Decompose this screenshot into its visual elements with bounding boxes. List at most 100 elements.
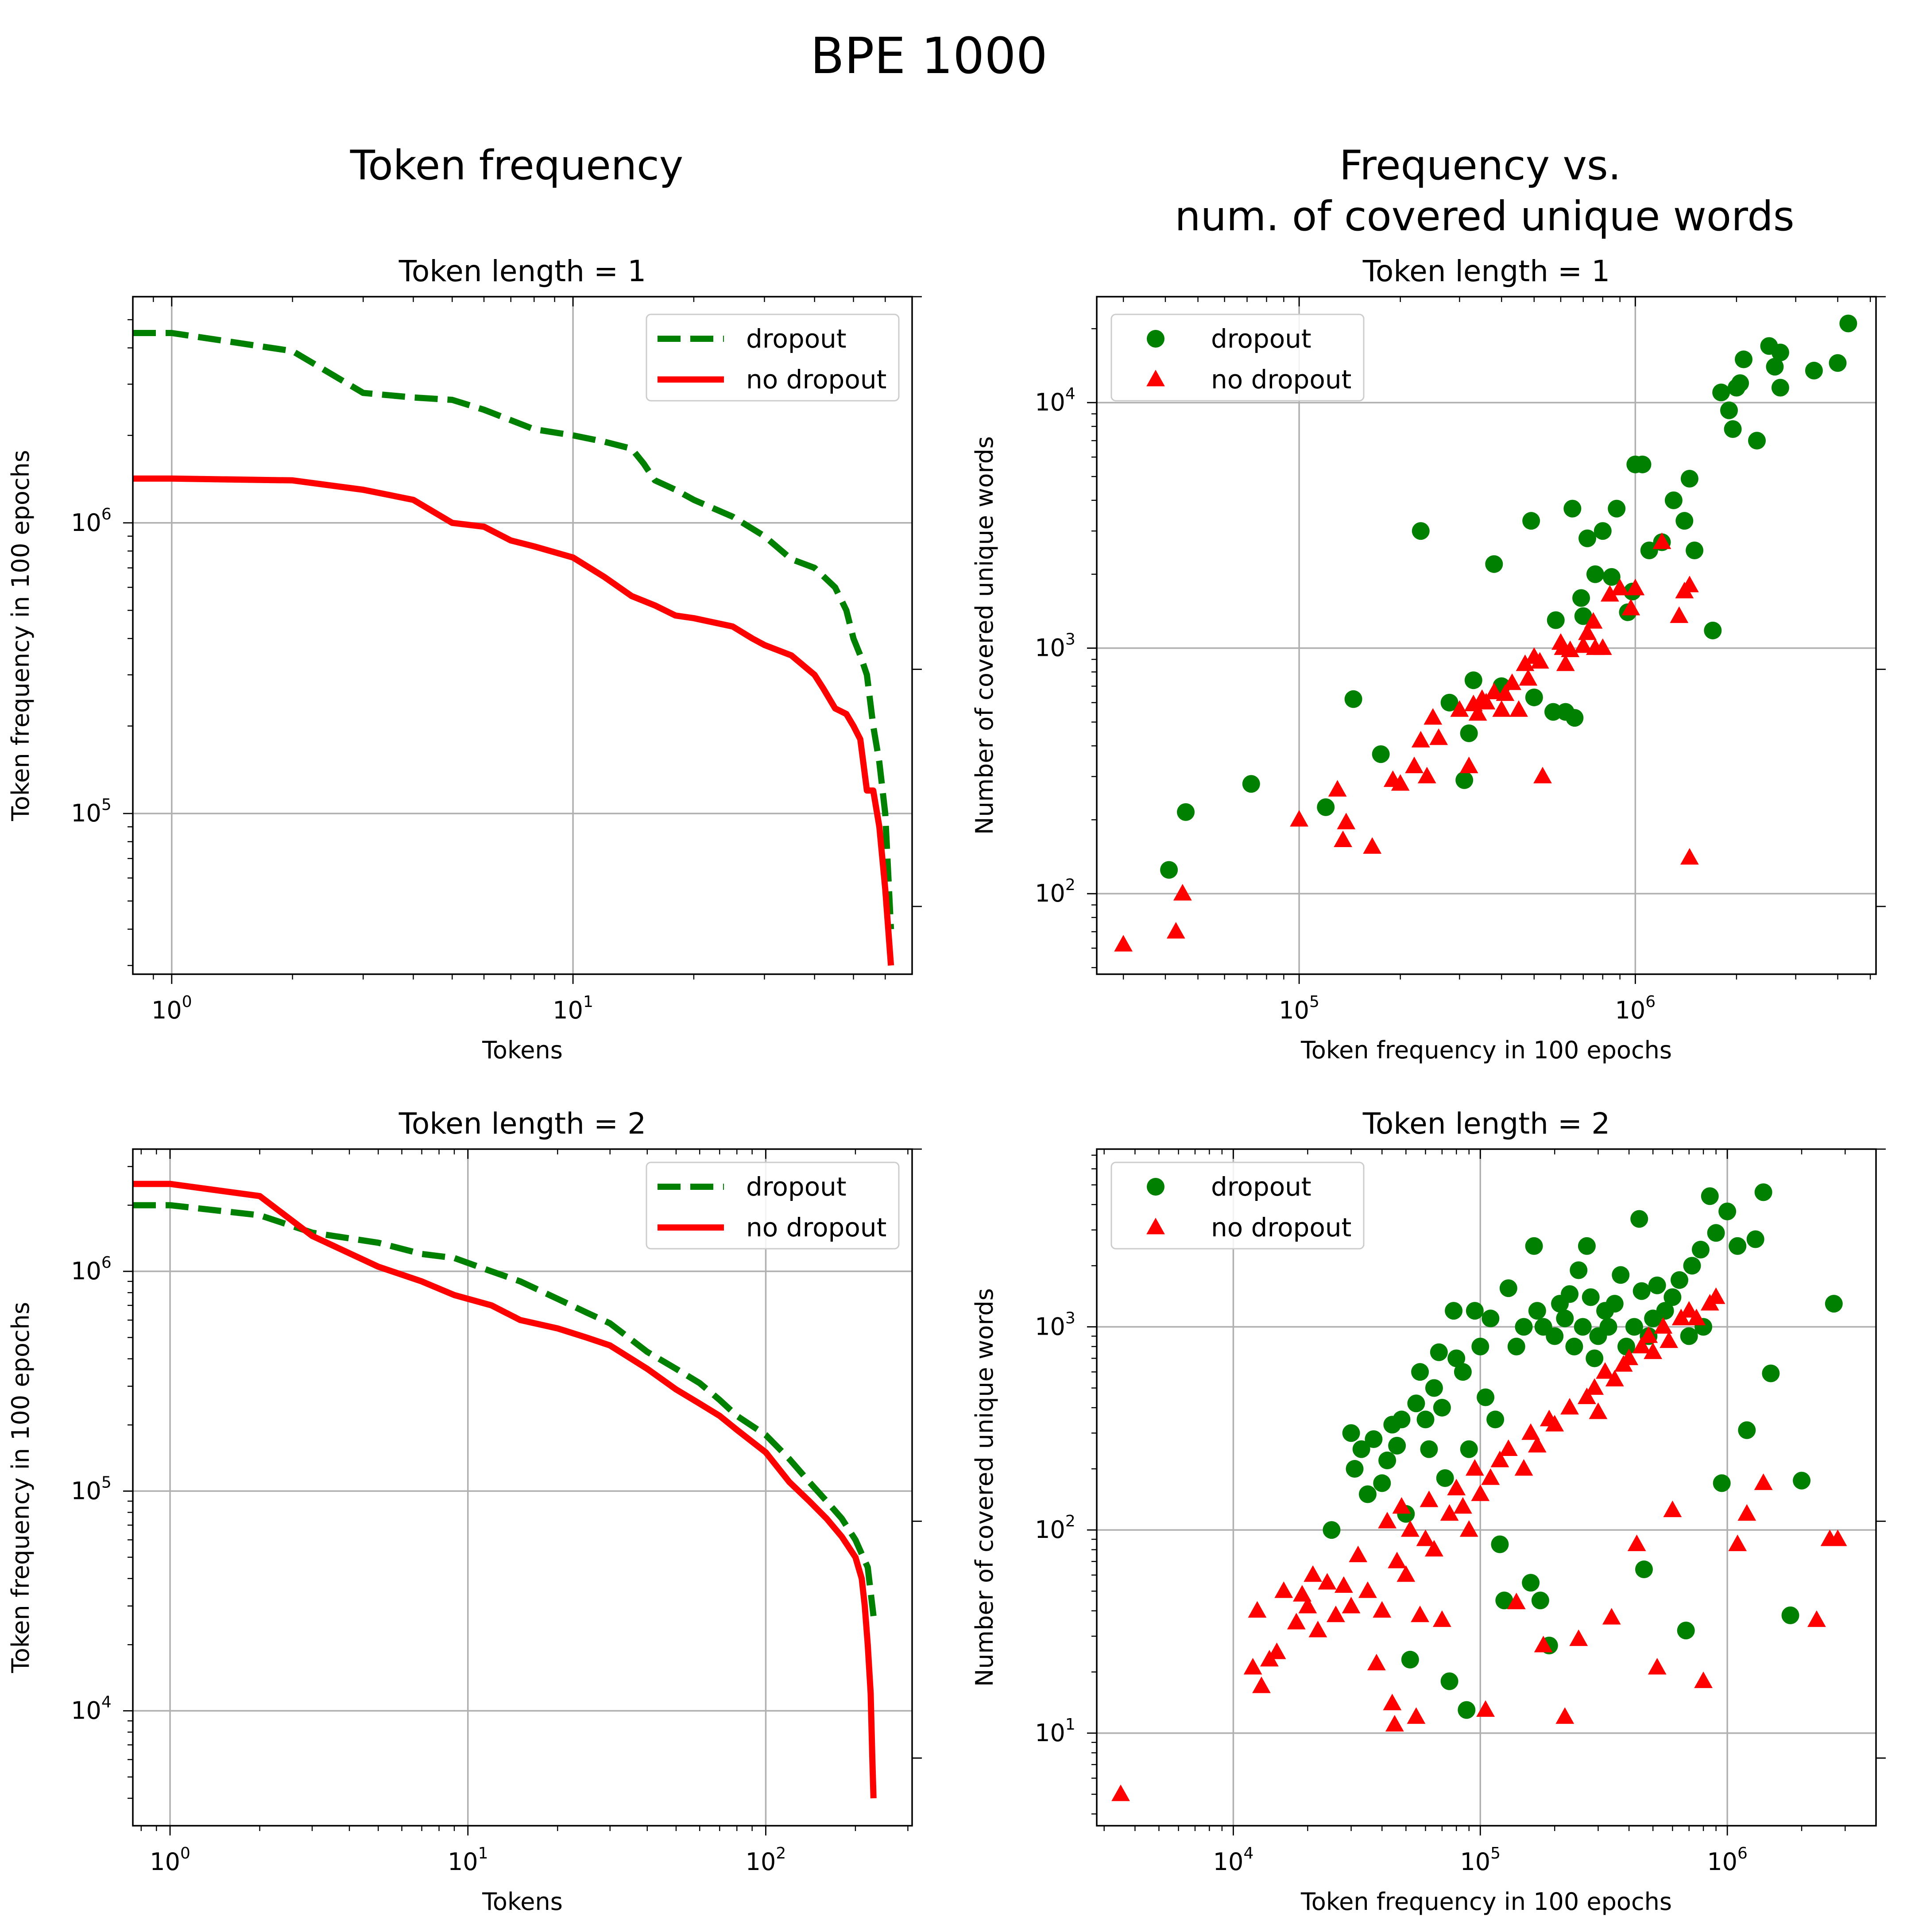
point-no-dropout <box>1600 585 1619 602</box>
point-no-dropout <box>1252 1676 1271 1693</box>
x-tick-label: 104 <box>1213 1844 1254 1876</box>
x-axis-label: Tokens <box>482 1888 563 1916</box>
right-column-title-line2: num. of covered unique words <box>1175 193 1794 240</box>
point-dropout <box>1771 379 1789 397</box>
point-no-dropout <box>1610 578 1629 596</box>
point-no-dropout <box>1569 1629 1588 1646</box>
panel-frequency-vs-words-length-1: 105 106 102 103 104 Token length = 1 Token fre… <box>971 254 1886 1064</box>
point-no-dropout <box>1492 700 1511 717</box>
point-dropout <box>1720 401 1738 419</box>
point-no-dropout <box>1243 1658 1262 1675</box>
point-no-dropout <box>1654 1317 1673 1334</box>
point-dropout <box>1578 529 1597 547</box>
legend-label-dropout: dropout <box>1211 324 1311 354</box>
point-dropout <box>1565 1337 1583 1355</box>
point-dropout <box>1574 607 1592 625</box>
point-no-dropout <box>1378 1512 1396 1529</box>
point-no-dropout <box>1248 1601 1267 1618</box>
point-dropout <box>1455 771 1474 789</box>
legend-swatch-no-dropout <box>1146 370 1165 387</box>
plot-frame <box>132 296 913 975</box>
point-no-dropout <box>1453 1497 1472 1514</box>
point-no-dropout <box>1328 780 1347 797</box>
point-no-dropout <box>1358 1581 1377 1598</box>
point-no-dropout <box>1385 1715 1404 1732</box>
point-dropout <box>1460 1440 1478 1458</box>
y-tick-label: 102 <box>1035 1512 1075 1544</box>
point-dropout <box>1566 709 1584 727</box>
point-dropout <box>1373 1474 1391 1492</box>
point-dropout <box>1471 1337 1489 1355</box>
point-no-dropout <box>1327 1605 1345 1622</box>
y-tick-label: 104 <box>71 1693 112 1725</box>
x-axis-label: Token frequency in 100 epochs <box>1300 1036 1672 1064</box>
x-axis-label: Token frequency in 100 epochs <box>1300 1888 1672 1916</box>
point-no-dropout <box>1447 1479 1466 1495</box>
legend: dropout no dropout <box>646 314 900 402</box>
point-dropout <box>1416 1410 1435 1429</box>
point-no-dropout <box>1471 1484 1490 1501</box>
point-dropout <box>1401 1650 1419 1669</box>
point-dropout <box>1433 1398 1451 1417</box>
point-dropout <box>1605 1295 1624 1313</box>
point-dropout <box>1388 1436 1406 1455</box>
y-tick-label: 106 <box>71 505 112 537</box>
point-dropout <box>1372 745 1390 763</box>
point-no-dropout <box>1388 1552 1407 1568</box>
x-tick-label: 106 <box>1707 1844 1748 1876</box>
point-dropout <box>1177 803 1195 821</box>
point-dropout <box>1458 1701 1476 1719</box>
point-no-dropout <box>1648 1658 1667 1675</box>
data-area <box>133 1181 877 1799</box>
point-dropout <box>1547 611 1565 629</box>
point-dropout <box>1617 1337 1636 1355</box>
point-no-dropout <box>1499 1439 1518 1456</box>
point-dropout <box>1358 1485 1377 1503</box>
point-dropout <box>1522 1574 1540 1592</box>
right-column-title-line1: Frequency vs. <box>1339 142 1621 189</box>
point-dropout <box>1599 1318 1617 1336</box>
point-no-dropout <box>1308 1621 1327 1638</box>
point-no-dropout <box>1425 1540 1443 1556</box>
point-no-dropout <box>1417 767 1436 784</box>
point-no-dropout <box>1459 756 1478 774</box>
point-no-dropout <box>1400 1520 1420 1537</box>
point-no-dropout <box>1560 1398 1579 1415</box>
point-no-dropout <box>1680 848 1699 865</box>
point-no-dropout <box>1687 1309 1706 1325</box>
point-dropout <box>1754 1183 1772 1201</box>
point-dropout <box>1793 1471 1811 1490</box>
point-dropout <box>1680 1327 1698 1345</box>
point-dropout <box>1323 1521 1341 1539</box>
data-area <box>1114 314 1857 952</box>
point-no-dropout <box>1521 1423 1540 1440</box>
point-no-dropout <box>1737 1504 1756 1521</box>
point-no-dropout <box>1391 774 1410 791</box>
point-dropout <box>1352 1440 1370 1458</box>
point-no-dropout <box>1670 606 1689 623</box>
point-no-dropout <box>1465 1459 1484 1476</box>
point-no-dropout <box>1459 1520 1478 1537</box>
point-no-dropout <box>1416 1529 1435 1546</box>
point-no-dropout <box>1652 532 1671 549</box>
point-dropout <box>1570 1261 1588 1279</box>
point-no-dropout <box>1111 1784 1130 1801</box>
point-no-dropout <box>1318 1573 1337 1590</box>
subplot-title: Token length = 1 <box>398 254 646 288</box>
point-no-dropout <box>1694 1671 1713 1688</box>
legend-label-dropout: dropout <box>746 1172 847 1202</box>
x-tick-label: 105 <box>1279 993 1319 1024</box>
point-dropout <box>1528 1302 1546 1320</box>
y-axis-label: Number of covered unique words <box>971 1288 998 1687</box>
point-no-dropout <box>1626 578 1645 596</box>
point-dropout <box>1691 1240 1710 1258</box>
point-no-dropout <box>1496 684 1515 701</box>
x-tick-label: 105 <box>1460 1844 1501 1876</box>
point-dropout <box>1738 1421 1756 1439</box>
point-dropout <box>1454 1363 1472 1381</box>
point-no-dropout <box>1293 1585 1311 1602</box>
point-no-dropout <box>1639 1326 1658 1343</box>
panel-token-frequency-length-1: 100 101 105 106 Token length = 1 Tokens Token … <box>7 254 922 1064</box>
point-no-dropout <box>1584 612 1603 629</box>
y-axis-label: Token frequency in 100 epochs <box>7 450 35 821</box>
